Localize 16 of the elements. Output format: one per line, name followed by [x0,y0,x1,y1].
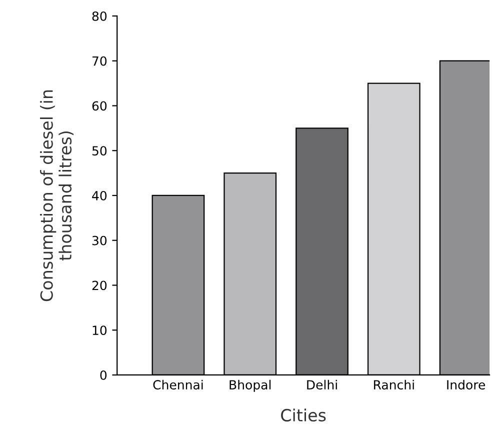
y-tick-label: 10 [92,326,107,336]
y-tick-label: 80 [92,11,107,21]
x-tick-label: Bhopal [230,380,271,392]
y-tick-label: 70 [92,56,107,66]
y-tick-label: 60 [92,101,107,111]
x-tick-label: Delhi [307,380,337,390]
y-tick-label: 20 [92,280,107,290]
x-axis-title: Cities [281,408,326,422]
y-axis-title: Consumption of diesel (in thousand litres) [40,90,74,302]
x-tick-label: Chennai [153,380,203,390]
x-tick-label: Ranchi [374,380,414,390]
y-tick-label: 0 [100,370,107,380]
x-tick-label: Indore [447,380,486,390]
y-tick-label: 40 [92,190,107,200]
y-tick-label: 30 [92,236,107,246]
y-tick-label: 50 [92,146,107,156]
